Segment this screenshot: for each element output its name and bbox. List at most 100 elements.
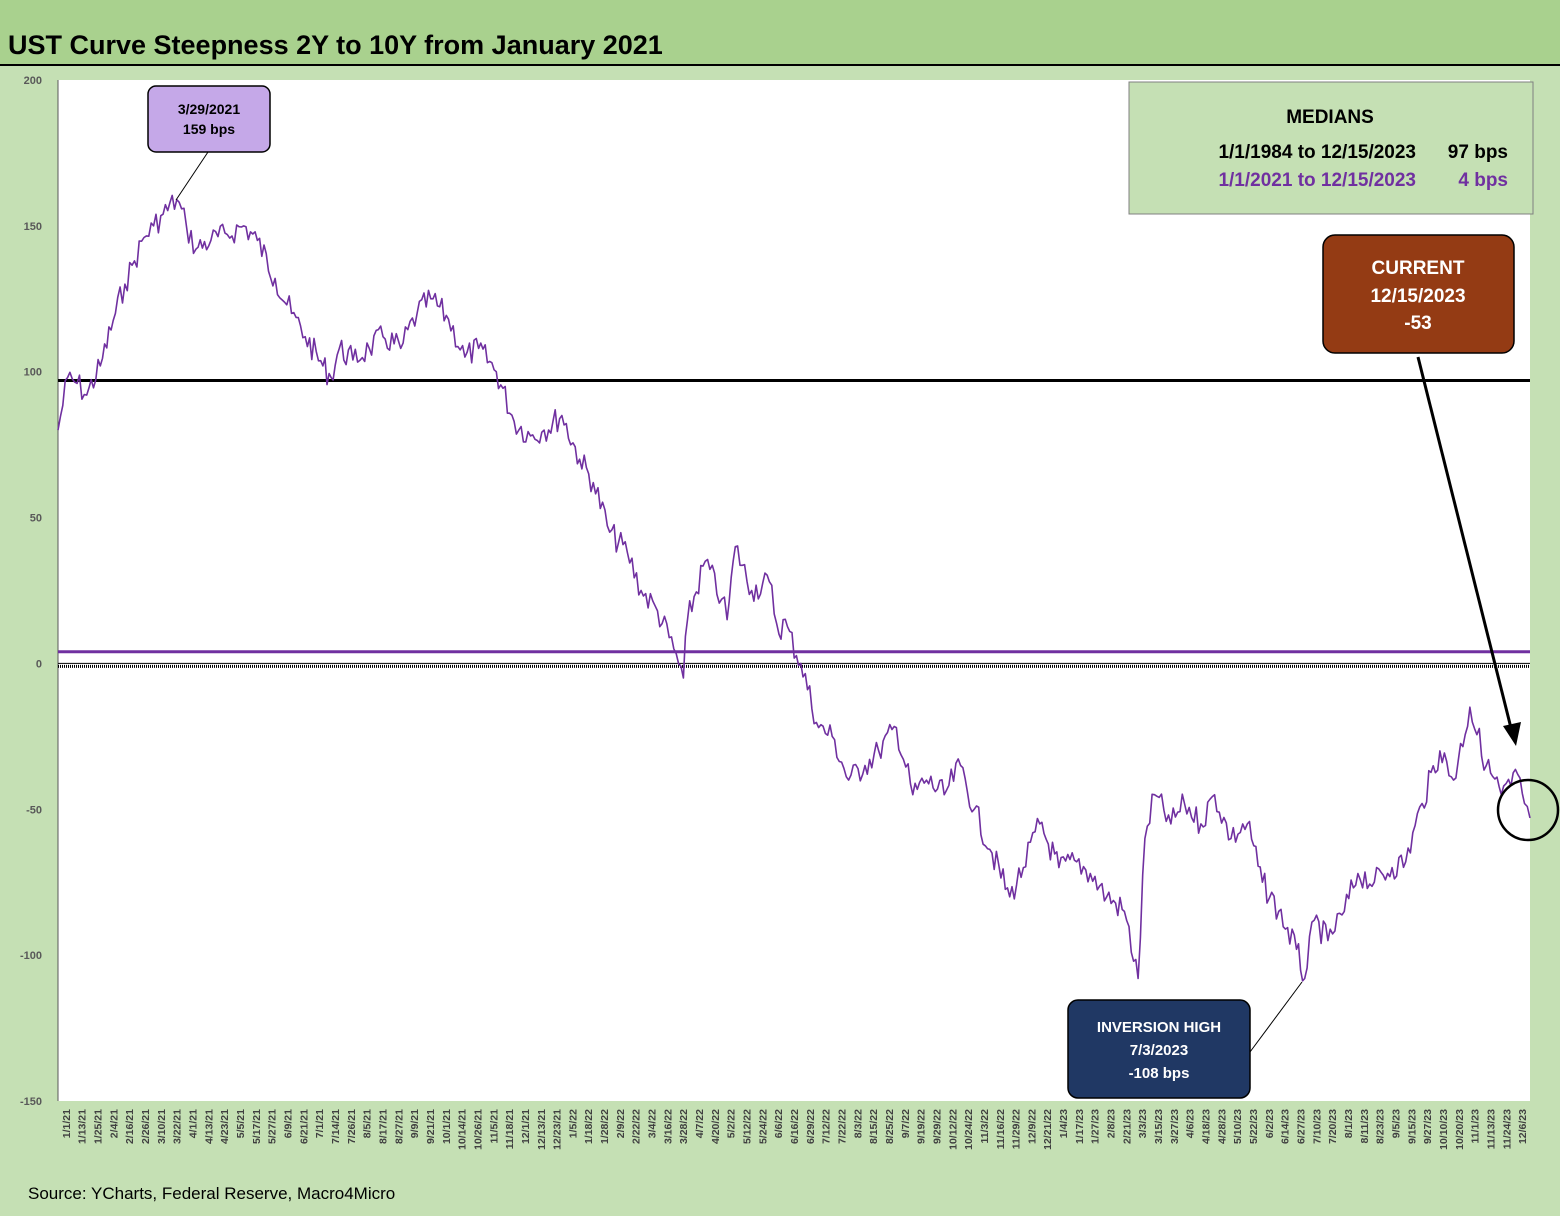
- x-tick-label: 3/15/23: [1153, 1109, 1165, 1144]
- x-tick-label: 4/20/22: [710, 1109, 722, 1144]
- x-tick-label: 12/13/21: [536, 1109, 548, 1150]
- current-date: 12/15/2023: [1370, 286, 1465, 307]
- x-tick-label: 1/5/22: [567, 1109, 579, 1138]
- x-tick-label: 10/20/23: [1454, 1109, 1466, 1150]
- median-row-value: 4 bps: [1458, 170, 1508, 191]
- x-tick-label: 10/10/23: [1438, 1109, 1450, 1150]
- trough-box: [1067, 999, 1251, 1099]
- x-tick-label: 11/3/22: [979, 1109, 991, 1144]
- x-tick-label: 4/18/23: [1201, 1109, 1213, 1144]
- zero-axis-line: [58, 662, 1530, 668]
- x-tick-label: 6/6/22: [773, 1109, 785, 1138]
- y-axis-ticks: -150 -100 -50 0 50 100 150 200: [20, 75, 42, 1108]
- x-tick-label: 11/1/23: [1470, 1109, 1482, 1144]
- x-tick-label: 11/13/23: [1485, 1109, 1497, 1149]
- x-tick-label: 3/22/21: [172, 1109, 184, 1144]
- trough-callout: INVERSION HIGH 7/3/2023 -108 bps: [1067, 981, 1303, 1099]
- x-tick-label: 7/22/22: [836, 1109, 848, 1144]
- current-value: -53: [1404, 313, 1431, 334]
- x-tick-label: 8/17/21: [377, 1109, 389, 1144]
- y-tick-label: 200: [24, 75, 42, 87]
- x-tick-label: 2/16/21: [124, 1109, 136, 1144]
- y-tick-label: -150: [20, 1096, 42, 1108]
- x-tick-label: 11/16/22: [995, 1109, 1007, 1149]
- x-tick-label: 11/18/21: [504, 1109, 516, 1149]
- y-tick-label: 150: [24, 221, 42, 233]
- x-tick-label: 9/15/23: [1406, 1109, 1418, 1144]
- x-tick-label: 3/27/23: [1169, 1109, 1181, 1144]
- current-label: CURRENT: [1372, 258, 1465, 279]
- source-note: Source: YCharts, Federal Reserve, Macro4…: [28, 1184, 396, 1203]
- x-tick-label: 10/1/21: [441, 1109, 453, 1144]
- x-tick-label: 10/14/21: [457, 1109, 469, 1150]
- x-tick-label: 4/6/23: [1185, 1109, 1197, 1138]
- x-tick-label: 5/5/21: [235, 1109, 247, 1138]
- x-tick-label: 8/3/22: [852, 1109, 864, 1138]
- x-tick-label: 10/12/22: [947, 1109, 959, 1150]
- peak-pointer: [175, 151, 209, 201]
- trough-date: 7/3/2023: [1130, 1042, 1188, 1059]
- x-tick-label: 11/24/23: [1501, 1109, 1513, 1149]
- x-tick-label: 1/27/23: [1090, 1109, 1102, 1144]
- x-tick-label: 6/16/22: [789, 1109, 801, 1144]
- median-row-label: 1/1/1984 to 12/15/2023: [1218, 142, 1416, 163]
- x-tick-label: 2/4/21: [108, 1109, 120, 1138]
- x-tick-label: 7/20/23: [1327, 1109, 1339, 1144]
- x-tick-label: 6/27/23: [1295, 1109, 1307, 1144]
- x-tick-label: 7/12/22: [821, 1109, 833, 1144]
- trough-value: -108 bps: [1129, 1065, 1190, 1082]
- x-tick-label: 4/13/21: [203, 1109, 215, 1144]
- x-tick-label: 5/27/21: [267, 1109, 279, 1144]
- medians-box: MEDIANS 1/1/1984 to 12/15/2023 97 bps 1/…: [1128, 81, 1534, 215]
- x-tick-label: 6/9/21: [283, 1109, 295, 1138]
- x-tick-label: 1/13/21: [77, 1109, 89, 1144]
- x-tick-label: 7/14/21: [330, 1109, 342, 1144]
- y-tick-label: -100: [20, 950, 42, 962]
- x-tick-label: 3/4/22: [647, 1109, 659, 1138]
- x-tick-label: 2/22/22: [631, 1109, 643, 1144]
- x-tick-label: 5/17/21: [251, 1109, 263, 1144]
- x-tick-label: 4/1/21: [188, 1109, 200, 1138]
- peak-box: [147, 85, 271, 153]
- current-callout: CURRENT 12/15/2023 -53: [1322, 234, 1560, 842]
- x-tick-label: 2/26/21: [140, 1109, 152, 1144]
- x-tick-label: 12/1/21: [520, 1109, 532, 1144]
- x-tick-label: 11/29/22: [1011, 1109, 1023, 1149]
- x-tick-label: 5/24/22: [757, 1109, 769, 1144]
- x-tick-label: 4/23/21: [219, 1109, 231, 1144]
- x-tick-label: 7/1/21: [314, 1109, 326, 1138]
- current-arrowhead: [1503, 722, 1521, 746]
- x-tick-label: 3/3/23: [1137, 1109, 1149, 1138]
- medians-heading: MEDIANS: [1286, 107, 1374, 128]
- x-tick-label: 7/26/21: [346, 1109, 358, 1144]
- y-tick-label: 50: [30, 513, 42, 525]
- y-tick-label: -50: [26, 804, 42, 816]
- x-tick-label: 5/22/23: [1248, 1109, 1260, 1144]
- x-tick-label: 6/14/23: [1280, 1109, 1292, 1144]
- x-tick-label: 5/12/22: [742, 1109, 754, 1144]
- x-tick-label: 10/26/21: [472, 1109, 484, 1150]
- x-tick-label: 9/5/23: [1390, 1109, 1402, 1138]
- x-tick-label: 8/23/23: [1375, 1109, 1387, 1144]
- x-tick-label: 5/2/22: [726, 1109, 738, 1138]
- x-tick-label: 12/9/22: [1026, 1109, 1038, 1144]
- current-arrow: [1416, 356, 1514, 733]
- x-tick-label: 7/10/23: [1311, 1109, 1323, 1144]
- x-tick-label: 2/21/23: [1121, 1109, 1133, 1144]
- x-tick-label: 1/25/21: [93, 1109, 105, 1144]
- current-box: [1322, 234, 1515, 354]
- x-tick-label: 1/4/23: [1058, 1109, 1070, 1138]
- x-tick-label: 10/24/22: [963, 1109, 975, 1150]
- x-axis-ticks: 1/1/21 1/13/21 1/25/21 2/4/21 2/16/21 2/26/21…: [61, 1109, 1529, 1150]
- x-tick-label: 5/10/23: [1232, 1109, 1244, 1144]
- title-bar: UST Curve Steepness 2Y to 10Y from Janua…: [0, 0, 1560, 66]
- x-tick-label: 3/10/21: [156, 1109, 168, 1144]
- median-row-label: 1/1/2021 to 12/15/2023: [1218, 170, 1416, 191]
- x-tick-label: 9/27/23: [1422, 1109, 1434, 1144]
- x-tick-label: 8/15/22: [868, 1109, 880, 1144]
- x-tick-label: 6/21/21: [298, 1109, 310, 1144]
- y-tick-label: 0: [36, 658, 42, 670]
- x-tick-label: 9/7/22: [900, 1109, 912, 1138]
- x-tick-label: 12/23/21: [552, 1109, 564, 1150]
- x-tick-label: 2/8/23: [1106, 1109, 1118, 1138]
